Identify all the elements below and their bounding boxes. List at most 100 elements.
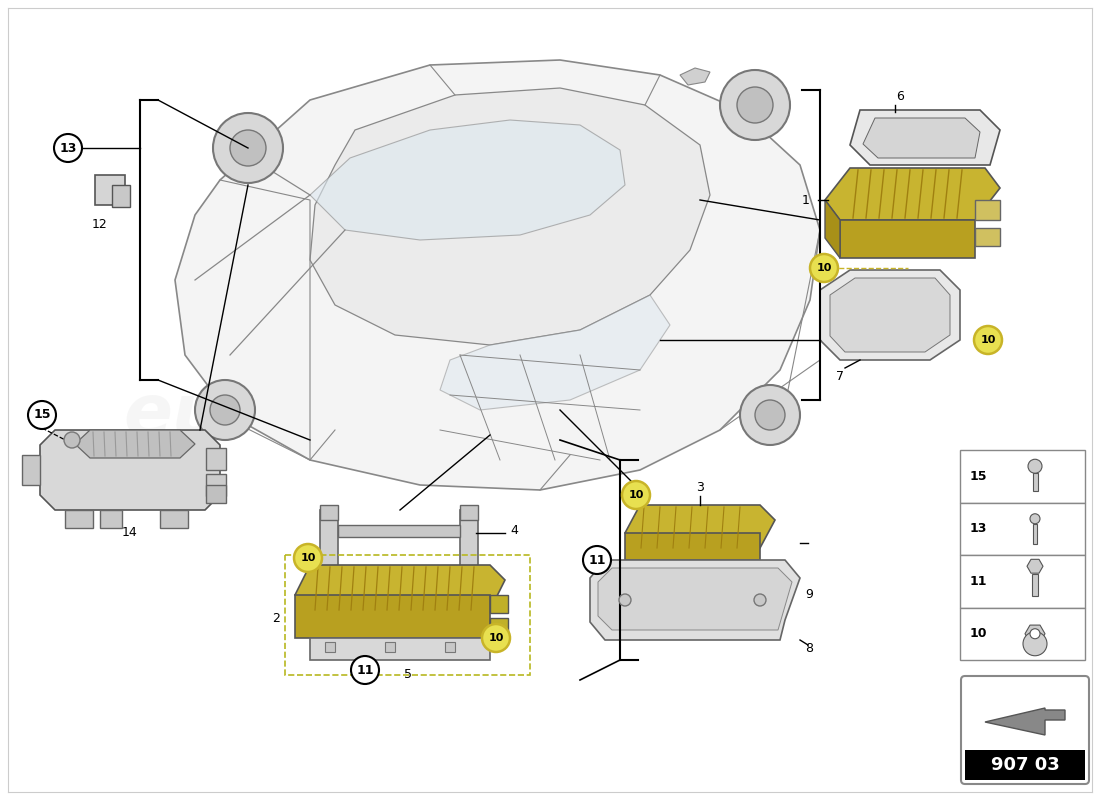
Circle shape — [195, 380, 255, 440]
Text: 11: 11 — [356, 663, 374, 677]
Bar — [960, 502, 1085, 555]
Bar — [960, 450, 1085, 502]
Polygon shape — [825, 168, 1000, 220]
Polygon shape — [310, 120, 625, 240]
Text: europ: europ — [123, 382, 361, 450]
Text: 12: 12 — [92, 218, 108, 231]
Text: 11: 11 — [588, 554, 606, 566]
Circle shape — [621, 481, 650, 509]
Text: 5: 5 — [404, 668, 412, 681]
Polygon shape — [820, 270, 960, 360]
Text: 15: 15 — [970, 470, 988, 482]
Text: 8: 8 — [805, 642, 813, 654]
Polygon shape — [984, 708, 1065, 735]
Circle shape — [1030, 629, 1040, 638]
Circle shape — [64, 432, 80, 448]
Circle shape — [619, 594, 631, 606]
Polygon shape — [40, 430, 220, 510]
Bar — [960, 555, 1085, 607]
Bar — [960, 607, 1085, 660]
Text: 13: 13 — [59, 142, 77, 154]
Text: 15: 15 — [33, 409, 51, 422]
Polygon shape — [590, 560, 800, 640]
Bar — [975, 228, 1000, 246]
Circle shape — [54, 134, 82, 162]
Circle shape — [754, 594, 766, 606]
Polygon shape — [295, 565, 505, 610]
Bar — [338, 525, 460, 537]
FancyBboxPatch shape — [961, 676, 1089, 784]
Bar — [112, 185, 130, 207]
Bar — [460, 510, 478, 570]
Polygon shape — [830, 278, 950, 352]
Text: 3: 3 — [696, 481, 704, 494]
Circle shape — [294, 544, 322, 572]
Circle shape — [213, 113, 283, 183]
Circle shape — [974, 326, 1002, 354]
Circle shape — [740, 385, 800, 445]
Polygon shape — [440, 295, 670, 410]
Text: 10: 10 — [980, 335, 996, 345]
Bar — [385, 642, 395, 652]
Bar — [1032, 574, 1038, 596]
Circle shape — [351, 656, 380, 684]
Polygon shape — [1027, 559, 1043, 573]
Text: 7: 7 — [836, 370, 844, 383]
Bar — [206, 485, 225, 503]
Bar — [160, 510, 188, 528]
Bar — [324, 642, 336, 652]
Bar — [206, 474, 225, 496]
Polygon shape — [310, 88, 710, 345]
Polygon shape — [850, 110, 1000, 165]
Text: 2: 2 — [272, 611, 280, 625]
Bar — [490, 595, 508, 613]
Circle shape — [482, 624, 510, 652]
Circle shape — [210, 395, 240, 425]
Bar — [65, 510, 94, 528]
Polygon shape — [825, 200, 840, 258]
Text: 6: 6 — [896, 90, 904, 103]
Circle shape — [737, 87, 773, 123]
Text: 14: 14 — [122, 526, 138, 539]
Polygon shape — [840, 220, 975, 258]
Bar — [100, 510, 122, 528]
Circle shape — [755, 400, 785, 430]
Bar — [1033, 474, 1038, 491]
Bar — [206, 448, 225, 470]
Circle shape — [583, 546, 610, 574]
Text: 10: 10 — [816, 263, 832, 273]
Text: 4: 4 — [510, 523, 518, 537]
Bar — [975, 200, 1000, 220]
Polygon shape — [598, 568, 792, 630]
Text: 10: 10 — [488, 633, 504, 643]
Circle shape — [810, 254, 838, 282]
Circle shape — [1023, 632, 1047, 656]
Text: 13: 13 — [970, 522, 988, 535]
Text: 10: 10 — [628, 490, 643, 500]
Bar — [320, 510, 338, 570]
Text: 907 03: 907 03 — [991, 756, 1059, 774]
Polygon shape — [680, 68, 710, 85]
Text: 1: 1 — [802, 194, 810, 206]
Text: 9: 9 — [805, 589, 813, 602]
Polygon shape — [310, 638, 490, 660]
Polygon shape — [95, 175, 125, 205]
Bar — [965, 750, 1085, 780]
Polygon shape — [75, 430, 195, 458]
Circle shape — [1028, 459, 1042, 474]
Bar — [460, 505, 478, 520]
Circle shape — [28, 401, 56, 429]
Bar — [446, 642, 455, 652]
Bar — [285, 555, 530, 675]
Polygon shape — [1025, 625, 1045, 642]
Polygon shape — [295, 595, 490, 638]
Bar — [1033, 524, 1037, 544]
Bar — [22, 455, 40, 485]
Text: 11: 11 — [970, 574, 988, 588]
Text: a passion for parts inc. 10%: a passion for parts inc. 10% — [345, 194, 645, 318]
Polygon shape — [625, 505, 776, 548]
Text: 10: 10 — [970, 627, 988, 640]
Circle shape — [1030, 514, 1040, 524]
Circle shape — [720, 70, 790, 140]
Text: 10: 10 — [300, 553, 316, 563]
